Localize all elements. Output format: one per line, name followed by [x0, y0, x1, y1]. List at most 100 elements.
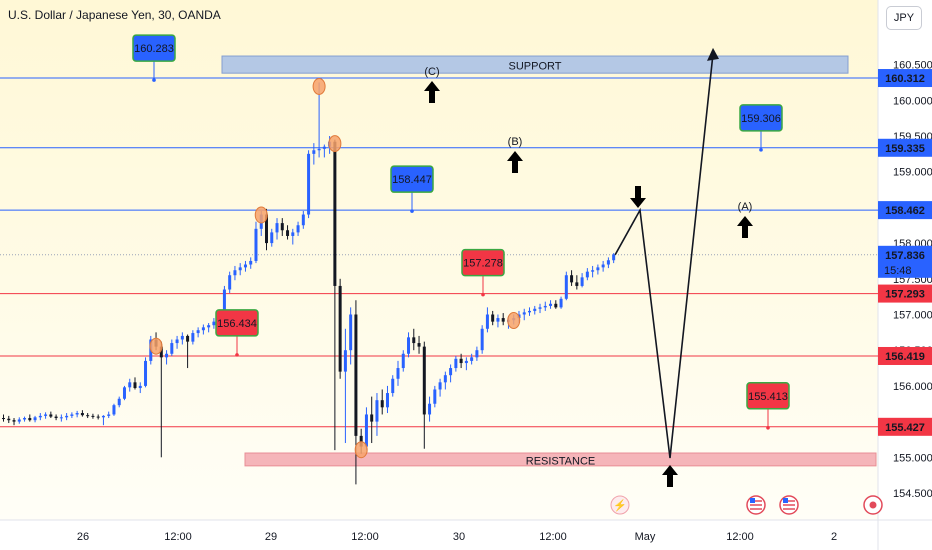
candle-body [459, 358, 463, 364]
pivot-marker [312, 77, 326, 95]
candle-body [128, 382, 132, 388]
callout-label: 155.413 [748, 391, 788, 403]
callout-box[interactable] [132, 34, 176, 62]
level-price-label: 158.462 [885, 205, 925, 217]
candle-body [138, 385, 142, 389]
callout-box[interactable] [461, 248, 505, 277]
candle-body [333, 141, 337, 286]
candle-body [112, 405, 116, 415]
projection-arrowhead [707, 47, 719, 61]
level-price-label: 159.335 [885, 143, 925, 155]
candle-body [228, 275, 232, 290]
level-price-label: 160.312 [885, 73, 925, 85]
candle-body [207, 325, 211, 328]
candle-body [606, 260, 610, 265]
candle-body [122, 387, 126, 399]
candle-body [322, 146, 326, 149]
flag-canton [783, 498, 788, 503]
up-arrow-resistance [662, 465, 678, 487]
candle-body [249, 260, 253, 265]
y-tick-label: 160.500 [893, 60, 932, 72]
x-tick-label: 29 [265, 531, 277, 543]
candle-body [238, 267, 242, 271]
wave-label: (A) [738, 201, 753, 213]
candle-body [391, 378, 395, 394]
level-price-tag [878, 346, 932, 365]
candle-body [17, 419, 21, 422]
flag-canton [750, 498, 755, 503]
candle-body [407, 337, 411, 354]
candle-body [575, 282, 579, 286]
candle-body [296, 225, 300, 233]
candle-body [191, 333, 195, 342]
candle-body [354, 314, 358, 436]
candle-body [349, 314, 353, 351]
level-price-tag [878, 69, 932, 88]
callout-label: 159.306 [741, 113, 781, 125]
y-tick-label: 155.000 [893, 452, 932, 464]
candle-body [564, 275, 568, 299]
level-price-tag [878, 201, 932, 220]
candle-body [86, 415, 90, 417]
callout-label: 156.434 [217, 318, 257, 330]
candle-body [470, 357, 474, 361]
candle-body [33, 417, 37, 421]
candle-body [338, 285, 342, 372]
y-tick-label: 159.000 [893, 167, 932, 179]
candle-body [533, 308, 537, 311]
up-arrow-c [424, 81, 440, 103]
candle-body [233, 270, 237, 276]
currency-button[interactable]: JPY [886, 6, 922, 30]
up-arrow-a [737, 216, 753, 238]
candle-body [201, 327, 205, 331]
callout-anchor [152, 78, 156, 82]
callout-anchor [766, 426, 770, 430]
candle-body [428, 403, 432, 415]
up-arrow-b [507, 151, 523, 173]
candle-body [528, 310, 531, 313]
candle-body [433, 389, 437, 404]
candle-body [375, 400, 379, 422]
candle-body [538, 307, 542, 309]
callout-box[interactable] [390, 165, 434, 193]
symbol-title: U.S. Dollar / Japanese Yen, 30, OANDA [8, 8, 221, 22]
candle-body [80, 413, 84, 416]
candle-body [165, 353, 169, 358]
candle-body [591, 270, 595, 272]
callout-box[interactable] [746, 382, 790, 410]
candle-body [96, 416, 100, 418]
candle-body [12, 420, 16, 422]
candle-body [522, 312, 526, 315]
projection-path [614, 53, 714, 459]
candle-body [280, 223, 284, 231]
candle-body [438, 382, 442, 390]
callout-box[interactable] [739, 104, 783, 132]
candle-body [396, 368, 400, 379]
candle-body [501, 318, 505, 322]
candle-body [417, 343, 421, 347]
candle-body [312, 150, 316, 154]
candle-body [364, 414, 368, 447]
candle-body [144, 360, 148, 386]
candle-body [212, 321, 216, 326]
callout-label: 158.447 [392, 174, 432, 186]
candle-body [307, 153, 311, 215]
candle-body [554, 303, 558, 308]
lightning-event-icon[interactable] [610, 495, 630, 515]
candle-body [7, 418, 11, 421]
candle-body [496, 318, 500, 322]
y-tick-label: 157.000 [893, 310, 932, 322]
candle-body [480, 328, 484, 351]
x-tick-label: May [635, 531, 656, 543]
candle-body [291, 232, 295, 236]
time-axis-panel[interactable] [0, 520, 932, 550]
candle-body [54, 416, 58, 419]
candle-body [464, 360, 468, 364]
candle-body [117, 398, 121, 406]
callout-anchor [759, 148, 763, 152]
candle-body [491, 314, 495, 322]
callout-anchor [235, 353, 239, 357]
candle-body [159, 346, 163, 358]
callout-box[interactable] [215, 309, 259, 337]
